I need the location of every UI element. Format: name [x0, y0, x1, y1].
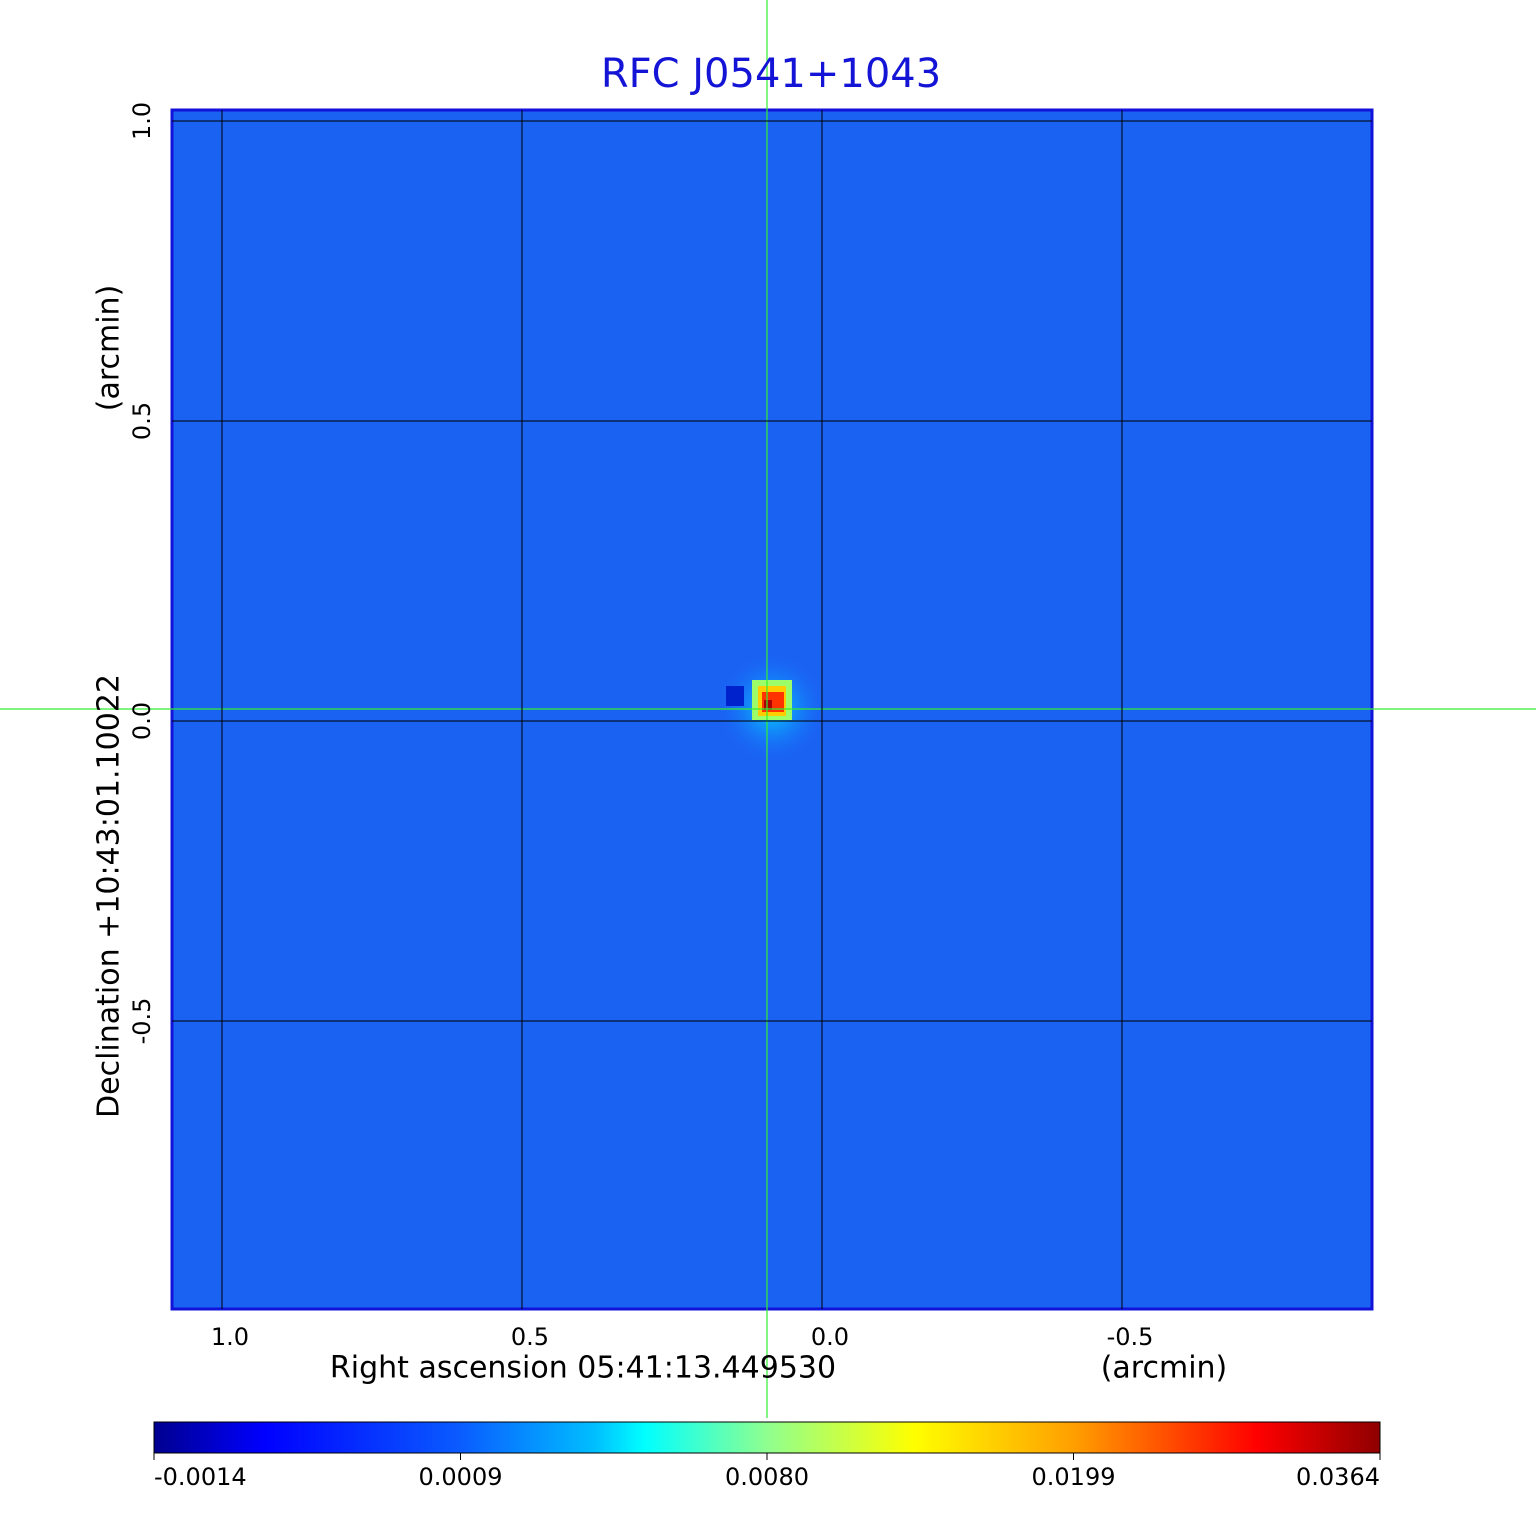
- y-axis-label: Declination +10:43:01.10022: [92, 674, 127, 1118]
- x-tick-label: 1.0: [211, 1323, 249, 1351]
- y-tick-label: 1.0: [128, 102, 156, 140]
- colorbar-tick-label: 0.0080: [725, 1463, 809, 1491]
- x-axis-unit: (arcmin): [1101, 1351, 1228, 1386]
- source-pixel: [726, 686, 744, 706]
- x-tick-label: 0.5: [511, 1323, 549, 1351]
- colorbar-tick-label: 0.0364: [1296, 1463, 1380, 1491]
- source-pixel: [764, 700, 772, 710]
- colorbar: [153, 1421, 1381, 1454]
- colorbar-tick-label: -0.0014: [154, 1463, 247, 1491]
- colorbar-tick-label: 0.0009: [419, 1463, 503, 1491]
- x-axis-label: Right ascension 05:41:13.449530: [330, 1351, 836, 1386]
- y-tick-label: 0.5: [128, 402, 156, 440]
- y-axis-unit: (arcmin): [92, 285, 127, 412]
- x-tick-label: -0.5: [1107, 1323, 1154, 1351]
- y-tick-label: -0.5: [128, 998, 156, 1045]
- colorbar-tick-label: 0.0199: [1032, 1463, 1116, 1491]
- x-tick-label: 0.0: [811, 1323, 849, 1351]
- y-tick-label: 0.0: [128, 702, 156, 740]
- chart-title: RFC J0541+1043: [601, 51, 941, 97]
